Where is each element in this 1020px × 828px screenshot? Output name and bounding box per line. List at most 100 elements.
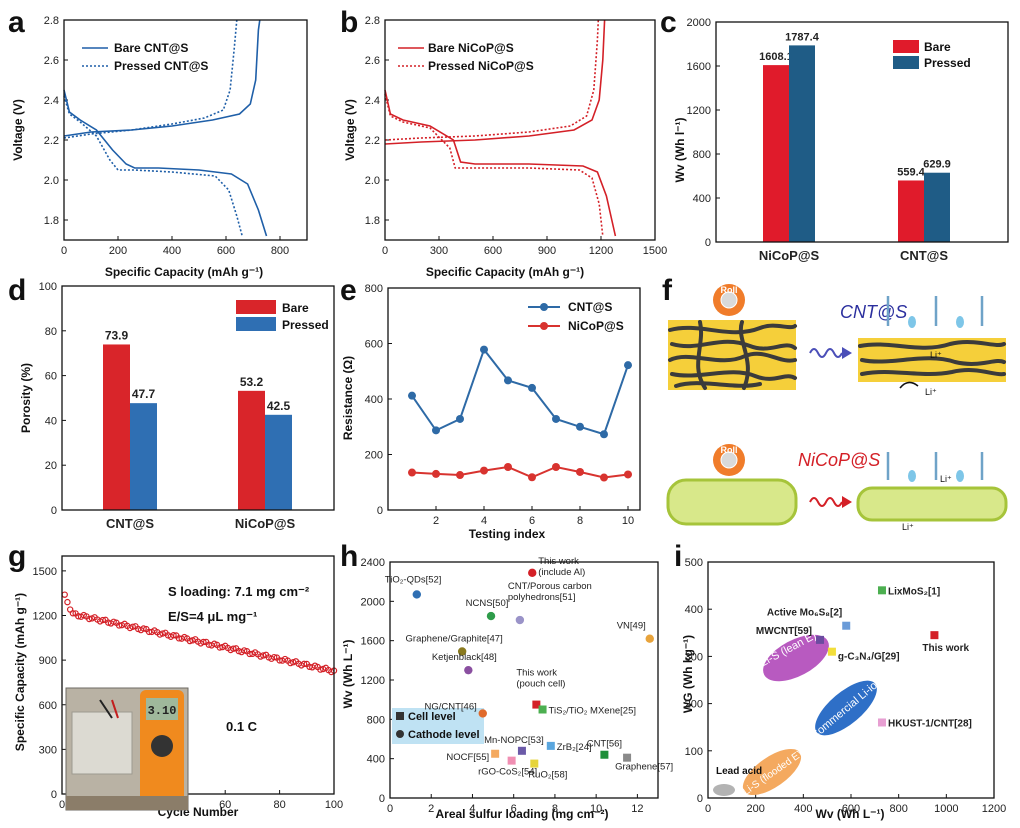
a-xlabel: Specific Capacity (mAh g⁻¹) [105,265,263,279]
bar-value-label: 1608.1 [759,51,793,63]
scatter-label: This work [922,643,969,654]
y-tick-label: 2.4 [365,95,380,107]
scatter-point [412,590,421,599]
h-xlabel: Areal sulfur loading (mg cm⁻²) [435,807,608,821]
scatter-label: VN[49] [617,621,646,632]
scatter-point [645,634,654,643]
f-droplet [956,316,964,328]
bar-value-label: 53.2 [240,375,264,389]
c-ylabel: Wv (Wh l⁻¹) [673,118,687,183]
discharge-curve [384,93,604,237]
f-roller-bottom-core [720,451,738,469]
scatter-label: rGO-CoS₂[54] [478,767,537,778]
i-ticks: 0 200 400 600 800 1000 1200 0 100 200 300 400 500 [685,557,1007,815]
data-point [504,376,512,385]
y-tick-label: 0 [705,237,711,249]
d-ticks: 0 20 40 60 80 100 [39,281,66,517]
y-tick-label: 1600 [687,61,711,73]
scatter-label: TiS₂/TiO₂ MXene[25] [549,706,636,717]
a-frame [63,19,308,241]
data-point [624,470,632,479]
f-nicop-block-left [666,478,798,526]
y-tick-label: 2.6 [365,55,380,67]
cycle-point [140,625,147,632]
data-point [600,473,608,482]
data-point [480,466,488,475]
y-tick-label: 800 [693,149,711,161]
c-ticks: 0 400 800 1200 1600 2000 [687,17,720,249]
cycle-point [200,638,207,646]
scatter-label: Graphene[57] [615,762,673,773]
cycle-point [270,653,278,661]
y-tick-label: 0 [51,789,57,801]
i-region-liion [815,680,877,736]
i-region-lead-acid [713,784,735,796]
y-tick-label: 60 [45,371,57,383]
g-ylabel: Specific Capacity (mAh g⁻¹) [13,593,27,751]
i-xlabel: Wv (Wh L⁻¹) [816,807,885,821]
h-legend-cell-marker [396,712,404,720]
x-tick-label: 600 [217,245,235,257]
a-legend-pressed: Pressed CNT@S [114,59,208,73]
x-tick-label: 400 [163,245,181,257]
scatter-label: NOCF[55] [446,752,489,763]
scatter-label: CNT/Porous carbon [508,581,592,592]
y-tick-label: 400 [365,394,383,406]
f-li-top-2: Li⁺ [925,387,937,397]
x-tick-label: 2 [428,803,434,815]
scatter-point [457,647,467,656]
e-legend-cnt-marker [540,303,548,311]
c-legend-pressed: Pressed [924,56,971,70]
y-tick-label: 40 [45,415,57,427]
scatter-point [532,700,541,709]
data-point [432,469,440,478]
x-tick-label: 1500 [643,245,667,257]
panel-b: b Specific Capacity (mAh g⁻¹) Voltage (V… [340,6,667,279]
y-tick-label: 300 [39,744,57,756]
data-point [624,361,632,370]
bar [763,65,789,242]
c-legend-pressed-swatch [893,56,919,69]
discharge-curve [63,89,268,237]
panel-label-d: d [8,274,26,307]
y-tick-label: 400 [685,604,703,616]
x-tick-label: 60 [219,799,231,811]
f-wave-top [809,348,843,358]
scatter-point [623,753,632,762]
scatter-label: Graphene/Graphite[47] [406,633,503,644]
scatter-label: Active Mo₆S₈[2] [767,608,842,619]
g-points [61,591,338,676]
scatter-label: This work [538,556,579,567]
y-tick-label: 300 [685,651,703,663]
cycle-point [186,637,194,645]
a-legend-bare: Bare CNT@S [114,41,188,55]
y-tick-label: 100 [39,281,57,293]
x-tick-label: 800 [889,803,907,815]
cycle-point [230,645,237,652]
panel-label-i: i [674,540,682,573]
i-region-lis-lean [763,634,829,682]
y-tick-label: 500 [685,557,703,569]
data-point [552,462,560,471]
f-li-path-top [899,381,919,389]
cycle-point [216,644,223,651]
scatter-label: polyhedrons[51] [508,592,576,603]
cycle-point [246,650,253,658]
g-inset-dial [151,735,173,757]
scatter-label: TiO₂-QDs[52] [385,574,442,585]
x-tick-label: 6 [529,515,535,527]
x-tick-label: 80 [273,799,285,811]
h-legend-cathode-marker [396,730,404,738]
x-tick-label: 900 [538,245,556,257]
f-cnt-fibers-right [858,340,1006,377]
data-point [528,473,536,482]
scatter-label: This work [516,668,557,679]
f-fiber [670,370,797,381]
f-droplets-top [908,316,964,328]
y-tick-label: 0 [379,793,385,805]
a-curves [63,19,268,237]
bar [103,344,130,510]
f-electrolyte-arrows-bottom [886,452,984,480]
category-label: NiCoP@S [235,516,296,531]
